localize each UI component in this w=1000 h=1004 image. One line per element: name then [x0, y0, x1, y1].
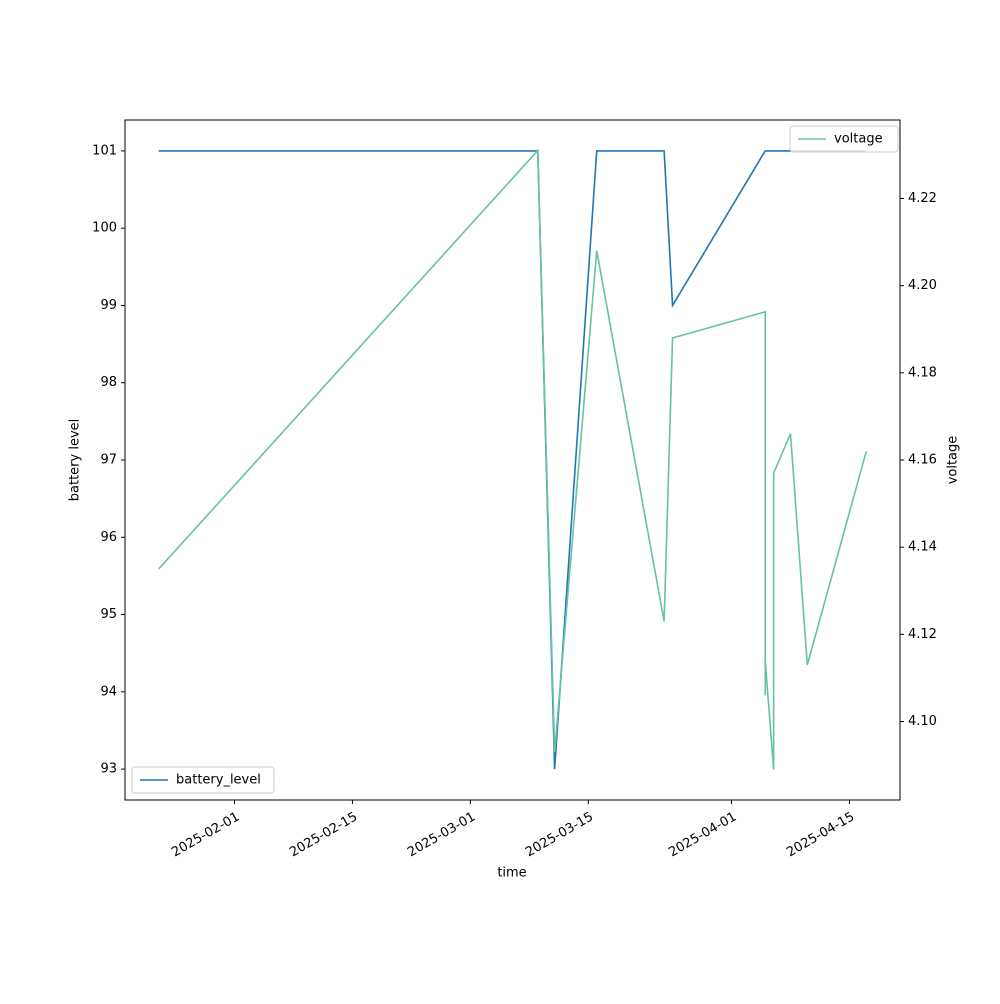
legend-label: battery_level	[176, 773, 261, 788]
line-series	[158, 150, 867, 770]
y-tick-label: 99	[100, 298, 117, 313]
legend-box	[789, 125, 899, 153]
y2-tick-label: 4.16	[908, 453, 937, 468]
legend-box	[131, 766, 275, 794]
x-tick-label: 2025-02-01	[169, 810, 242, 861]
y2-tick-label: 4.20	[908, 278, 937, 293]
line-series	[158, 148, 868, 770]
y2-tick-label: 4.18	[908, 365, 937, 380]
x-tick-label: 2025-03-15	[523, 810, 596, 861]
y2-tick-label: 4.22	[908, 191, 937, 206]
y-tick-label: 98	[100, 375, 117, 390]
legend-label: voltage	[834, 132, 883, 147]
y-tick-label: 94	[100, 684, 117, 699]
x-tick-label: 2025-04-15	[784, 810, 857, 861]
y-tick-label: 100	[92, 221, 117, 236]
y2-tick-label: 4.12	[908, 627, 937, 642]
y2-axis-label: voltage	[946, 436, 961, 485]
y2-tick-label: 4.14	[908, 540, 937, 555]
y-tick-label: 101	[92, 143, 117, 158]
y-tick-label: 97	[100, 453, 117, 468]
y2-tick-label: 4.10	[908, 714, 937, 729]
y-tick-label: 93	[100, 762, 117, 777]
x-tick-label: 2025-03-01	[405, 810, 478, 861]
y-axis-label: battery level	[68, 419, 83, 502]
x-tick-label: 2025-02-15	[287, 810, 360, 861]
plot-frame	[124, 119, 901, 801]
y-tick-label: 96	[100, 530, 117, 545]
y-tick-label: 95	[100, 607, 117, 622]
x-axis-label: time	[497, 866, 526, 881]
x-tick-label: 2025-04-01	[666, 810, 739, 861]
